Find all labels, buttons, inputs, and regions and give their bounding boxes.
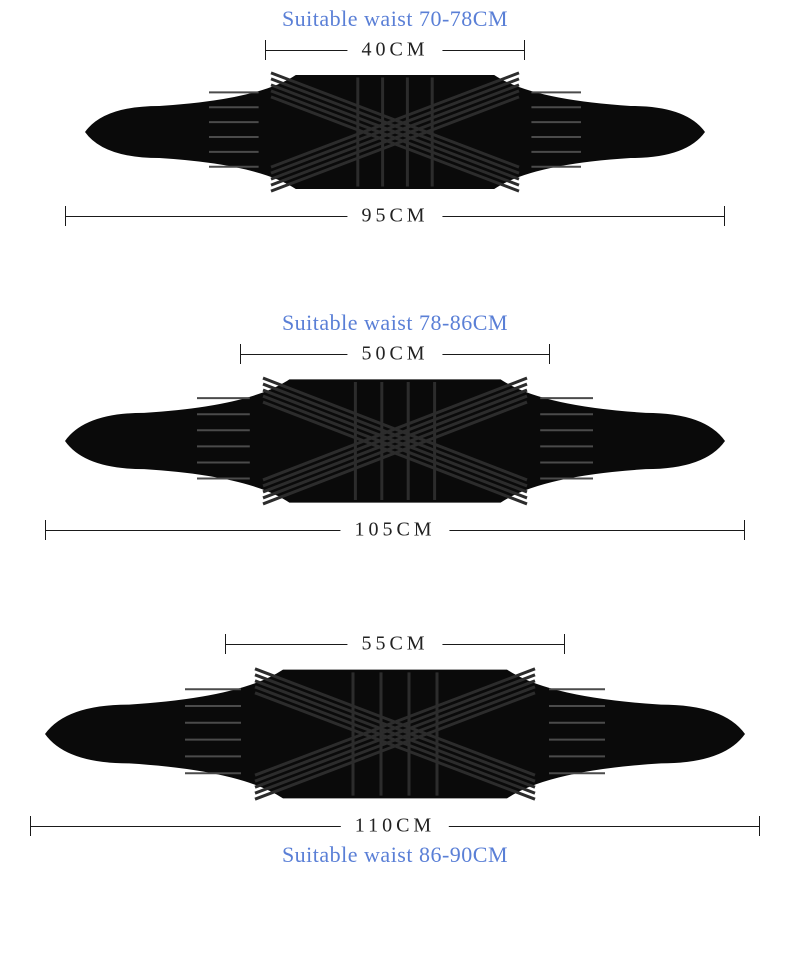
bottom-dimension: 110CM: [30, 814, 760, 838]
dim-label: 110CM: [341, 815, 449, 838]
dim-cap-right: [524, 40, 525, 60]
dim-cap-right: [744, 520, 745, 540]
top-dimension: 55CM: [225, 632, 565, 656]
top-dimension: 50CM: [240, 342, 550, 366]
dim-cap-right: [724, 206, 725, 226]
dim-cap-right: [549, 344, 550, 364]
size-section-2: 55CM 110CM Suitable waist 86-90CM: [0, 626, 790, 868]
dim-cap-right: [759, 816, 760, 836]
size-title: Suitable waist 70-78CM: [0, 6, 790, 32]
bottom-dimension: 95CM: [65, 204, 725, 228]
belt-product-icon: [65, 374, 725, 508]
dim-label: 40CM: [347, 39, 442, 62]
dim-label: 95CM: [347, 205, 442, 228]
size-title: Suitable waist 86-90CM: [0, 842, 790, 868]
size-title: Suitable waist 78-86CM: [0, 310, 790, 336]
size-section-0: Suitable waist 70-78CM 40CM 95CM: [0, 6, 790, 228]
dim-label: 105CM: [340, 519, 449, 542]
size-section-1: Suitable waist 78-86CM 50CM 105CM: [0, 310, 790, 542]
bottom-dimension: 105CM: [45, 518, 745, 542]
dim-label: 50CM: [347, 343, 442, 366]
belt-product-icon: [45, 664, 745, 804]
dim-label: 55CM: [347, 633, 442, 656]
belt-product-icon: [85, 70, 705, 194]
dim-cap-right: [564, 634, 565, 654]
top-dimension: 40CM: [265, 38, 525, 62]
